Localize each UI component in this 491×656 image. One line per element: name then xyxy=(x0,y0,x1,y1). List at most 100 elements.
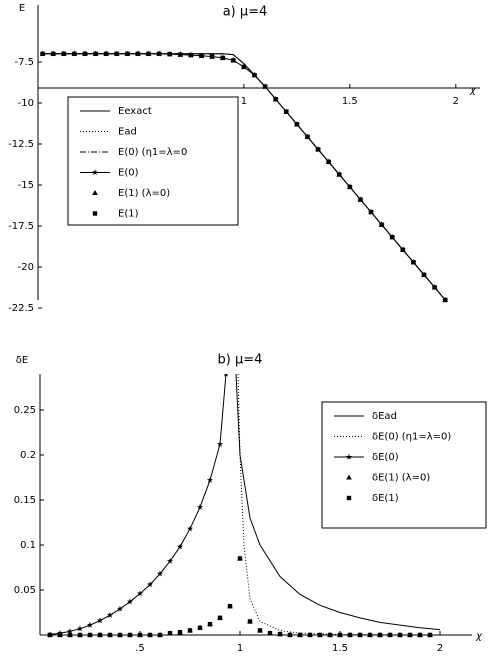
y-tick-label: 0.25 xyxy=(14,405,36,416)
square-marker xyxy=(427,632,433,638)
square-marker xyxy=(50,51,56,56)
star-marker xyxy=(196,504,204,510)
square-marker xyxy=(379,222,384,227)
legend-marker xyxy=(92,190,98,195)
square-marker xyxy=(67,632,73,638)
square-marker xyxy=(237,556,243,561)
legend-marker xyxy=(346,495,352,501)
square-marker xyxy=(387,632,393,638)
square-marker xyxy=(93,51,98,56)
series-line xyxy=(235,374,441,631)
x-axis-label: χ xyxy=(475,631,483,642)
square-marker xyxy=(411,260,416,265)
square-marker xyxy=(284,109,289,114)
legend-marker xyxy=(346,474,352,480)
y-tick-label: -15 xyxy=(18,180,34,191)
square-marker xyxy=(127,632,133,638)
square-marker xyxy=(72,51,77,56)
square-marker xyxy=(432,285,437,290)
plot-area xyxy=(46,374,441,638)
square-marker xyxy=(337,172,342,177)
square-marker xyxy=(252,72,257,78)
chart-title: b) μ=4 xyxy=(218,353,263,368)
y-tick-label: -17.5 xyxy=(8,221,34,232)
square-marker xyxy=(157,632,163,638)
legend-label: δE(1) xyxy=(372,493,399,504)
star-marker xyxy=(86,621,94,628)
star-marker xyxy=(126,598,134,605)
y-tick-label: 0.15 xyxy=(14,495,36,506)
x-tick-label: 1.5 xyxy=(342,96,358,107)
square-marker xyxy=(82,51,88,56)
square-marker xyxy=(178,52,183,57)
y-axis-label: δE xyxy=(16,355,28,366)
square-marker xyxy=(347,632,353,638)
square-marker xyxy=(231,58,236,63)
y-tick-label: 0.1 xyxy=(20,540,36,551)
square-marker xyxy=(147,632,153,638)
legend-marker xyxy=(91,169,99,176)
square-marker xyxy=(125,51,130,56)
square-marker xyxy=(197,625,203,630)
square-marker xyxy=(367,632,373,638)
square-marker xyxy=(357,632,363,638)
square-marker xyxy=(87,632,93,638)
square-marker xyxy=(417,632,423,638)
square-marker xyxy=(368,209,374,215)
square-marker xyxy=(327,632,333,638)
square-marker xyxy=(167,631,173,636)
y-tick-label: -22.5 xyxy=(8,303,34,314)
star-marker xyxy=(206,477,214,483)
square-marker xyxy=(137,632,143,638)
square-marker xyxy=(390,234,395,240)
x-tick-label: 1 xyxy=(241,96,247,107)
square-marker xyxy=(241,64,247,70)
square-marker xyxy=(277,631,283,637)
star-marker xyxy=(66,628,74,634)
star-marker xyxy=(216,441,224,447)
x-tick-label: 1.5 xyxy=(332,643,348,654)
x-tick-label: 1 xyxy=(237,643,243,654)
square-marker xyxy=(207,622,213,627)
square-marker xyxy=(57,632,63,638)
star-marker xyxy=(76,625,84,632)
y-tick-label: -10 xyxy=(18,98,34,109)
y-axis-label: E xyxy=(19,3,25,14)
square-marker xyxy=(257,628,263,633)
legend-label: E(0) (η1=λ=0 xyxy=(118,147,187,158)
square-marker xyxy=(220,55,225,61)
star-marker xyxy=(96,617,104,624)
square-marker xyxy=(103,51,109,56)
square-marker xyxy=(262,84,268,89)
square-marker xyxy=(199,53,204,58)
star-marker xyxy=(106,612,114,618)
square-marker xyxy=(337,632,343,638)
legend: Eexact Ead E(0) (η1=λ=0 E(0) E(1) (λ=0) E(1) xyxy=(67,96,239,226)
square-marker xyxy=(358,197,363,202)
square-marker xyxy=(317,632,323,638)
square-marker xyxy=(397,632,403,638)
square-marker xyxy=(307,632,313,638)
square-marker xyxy=(294,122,300,127)
x-tick-label: 2 xyxy=(437,643,443,654)
x-tick-label: .5 xyxy=(135,643,145,654)
legend-box xyxy=(67,96,239,226)
square-marker xyxy=(146,51,151,56)
legend-marker xyxy=(92,211,98,216)
square-marker xyxy=(400,247,406,252)
series-line xyxy=(49,374,227,636)
square-marker xyxy=(107,632,113,638)
square-marker xyxy=(443,297,448,303)
y-tick-label: -12.5 xyxy=(8,139,34,150)
square-marker xyxy=(167,51,172,57)
square-marker xyxy=(117,632,123,638)
y-tick-label: 0.05 xyxy=(14,585,36,596)
y-tick-label: -7.5 xyxy=(14,57,34,68)
square-marker xyxy=(421,272,427,278)
square-marker xyxy=(61,51,66,56)
legend-label: Eexact xyxy=(118,106,152,117)
star-marker xyxy=(116,605,124,612)
star-marker xyxy=(136,590,144,597)
x-axis-label: χ xyxy=(469,85,477,96)
